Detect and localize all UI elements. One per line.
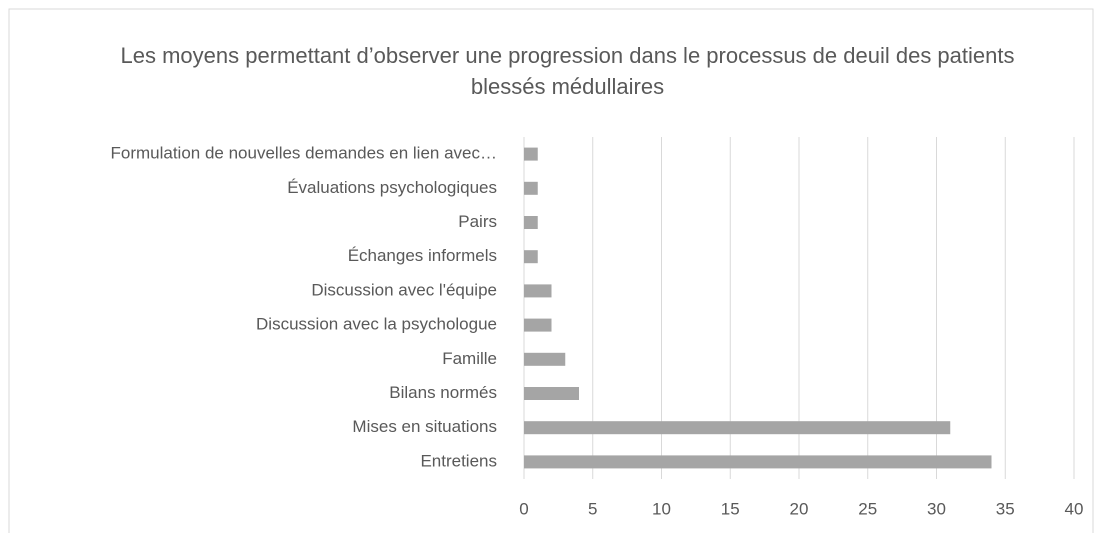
y-tick-label: Échanges informels [348,246,497,265]
y-tick-label: Mises en situations [352,417,497,436]
y-tick-label: Formulation de nouvelles demandes en lie… [110,144,497,163]
bar [524,284,552,298]
x-tick-label: 30 [927,499,946,518]
x-tick-label: 15 [721,499,740,518]
y-tick-label: Pairs [458,212,497,231]
bar [524,147,538,161]
x-tick-label: 20 [790,499,809,518]
x-tick-label: 35 [996,499,1015,518]
y-tick-label: Évaluations psychologiques [287,178,497,197]
bar [524,250,538,264]
y-tick-label: Discussion avec l'équipe [311,280,497,299]
y-tick-label: Entretiens [420,451,497,470]
y-tick-label: Famille [442,349,497,368]
chart-border [8,8,1094,533]
bar [524,216,538,229]
x-tick-label: 40 [1065,499,1084,518]
bar [524,318,552,332]
x-tick-label: 10 [652,499,671,518]
x-tick-label: 25 [858,499,877,518]
y-tick-label: Bilans normés [389,383,497,402]
bar [524,421,951,435]
y-tick-label: Discussion avec la psychologue [256,315,497,334]
x-tick-label: 5 [588,499,597,518]
bar [524,352,566,366]
x-tick-label: 0 [519,499,528,518]
chart-title: Les moyens permettant d’observer une pro… [120,43,1015,99]
bar [524,181,538,195]
bar [524,455,992,469]
bar [524,387,579,400]
